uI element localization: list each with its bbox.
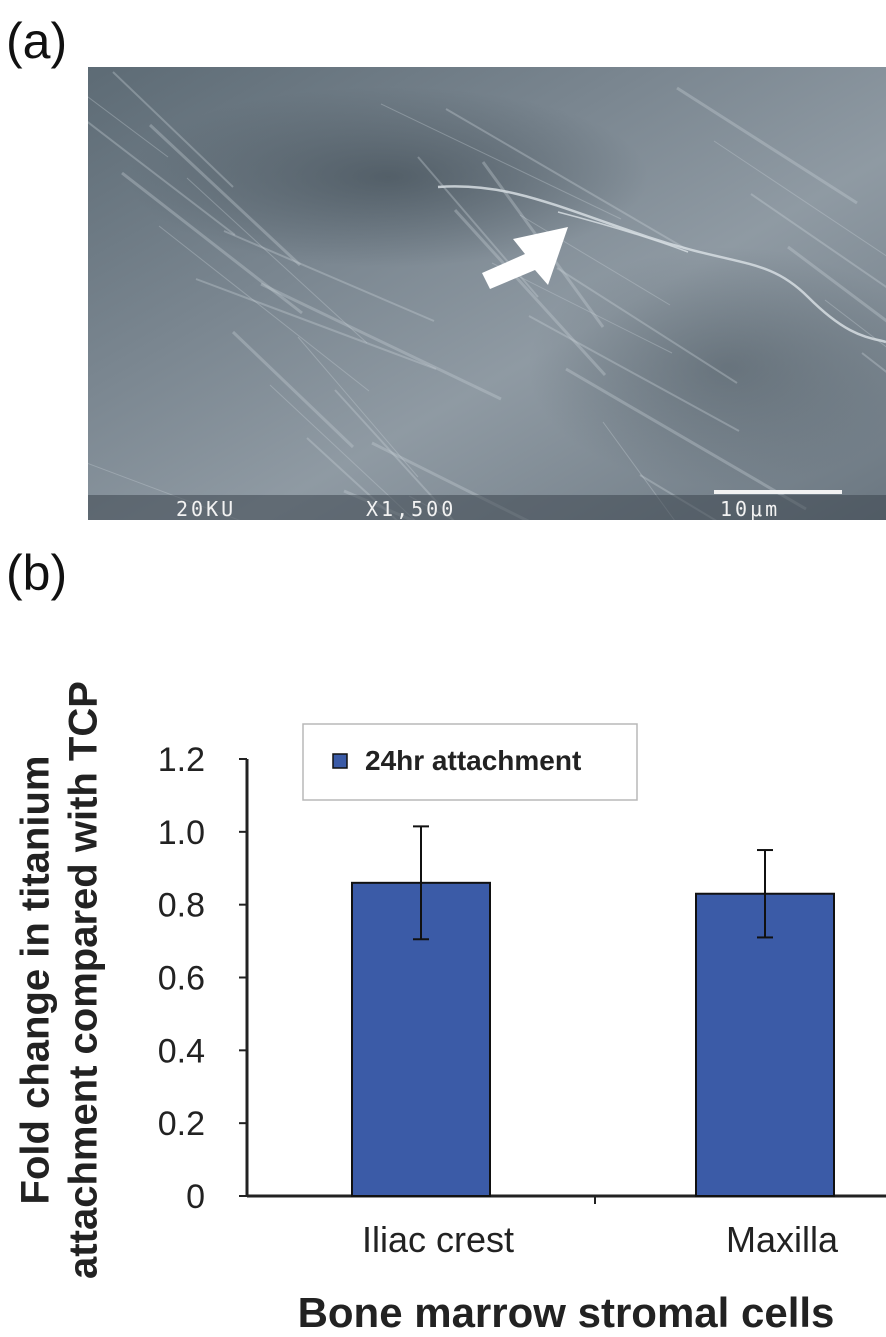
legend-swatch	[332, 753, 348, 769]
y-axis-title-line: Fold change in titanium	[14, 756, 58, 1205]
cell-process	[437, 185, 886, 344]
bar	[695, 892, 835, 1197]
y-axis-title-line: attachment compared with TCP	[62, 681, 106, 1279]
y-tick-label: 0.6	[158, 960, 205, 998]
voltage-readout: 20KU	[176, 497, 236, 520]
scale-bar-label: 10μm	[720, 497, 780, 520]
y-tick-label: 1.2	[158, 741, 205, 779]
scale-bar	[714, 490, 842, 494]
y-tick-label: 0	[186, 1178, 205, 1216]
y-tick-label: 0.4	[158, 1032, 205, 1070]
legend-label: 24hr attachment	[365, 745, 581, 776]
y-tick-label: 0.8	[158, 887, 205, 925]
x-tick-label: Iliac crest	[362, 1219, 514, 1260]
magnification-readout: X1,500	[366, 497, 456, 520]
x-axis-title: Bone marrow stromal cells	[298, 1289, 835, 1336]
x-tick-label: Maxilla	[726, 1219, 839, 1260]
y-tick-label: 1.0	[158, 814, 205, 852]
arrow-icon	[482, 227, 568, 289]
panel-b-label: (b)	[6, 545, 68, 601]
bar-chart: 0 0.2 0.4 0.6 0.8 1.0 1.2 Iliac crest Maxilla Bon…	[14, 681, 886, 1336]
panel-a-label: (a)	[6, 13, 68, 69]
sem-micrograph: 20KU X1,500 10μm	[88, 67, 886, 520]
legend-box	[302, 723, 638, 801]
y-tick-label: 0.2	[158, 1105, 205, 1143]
